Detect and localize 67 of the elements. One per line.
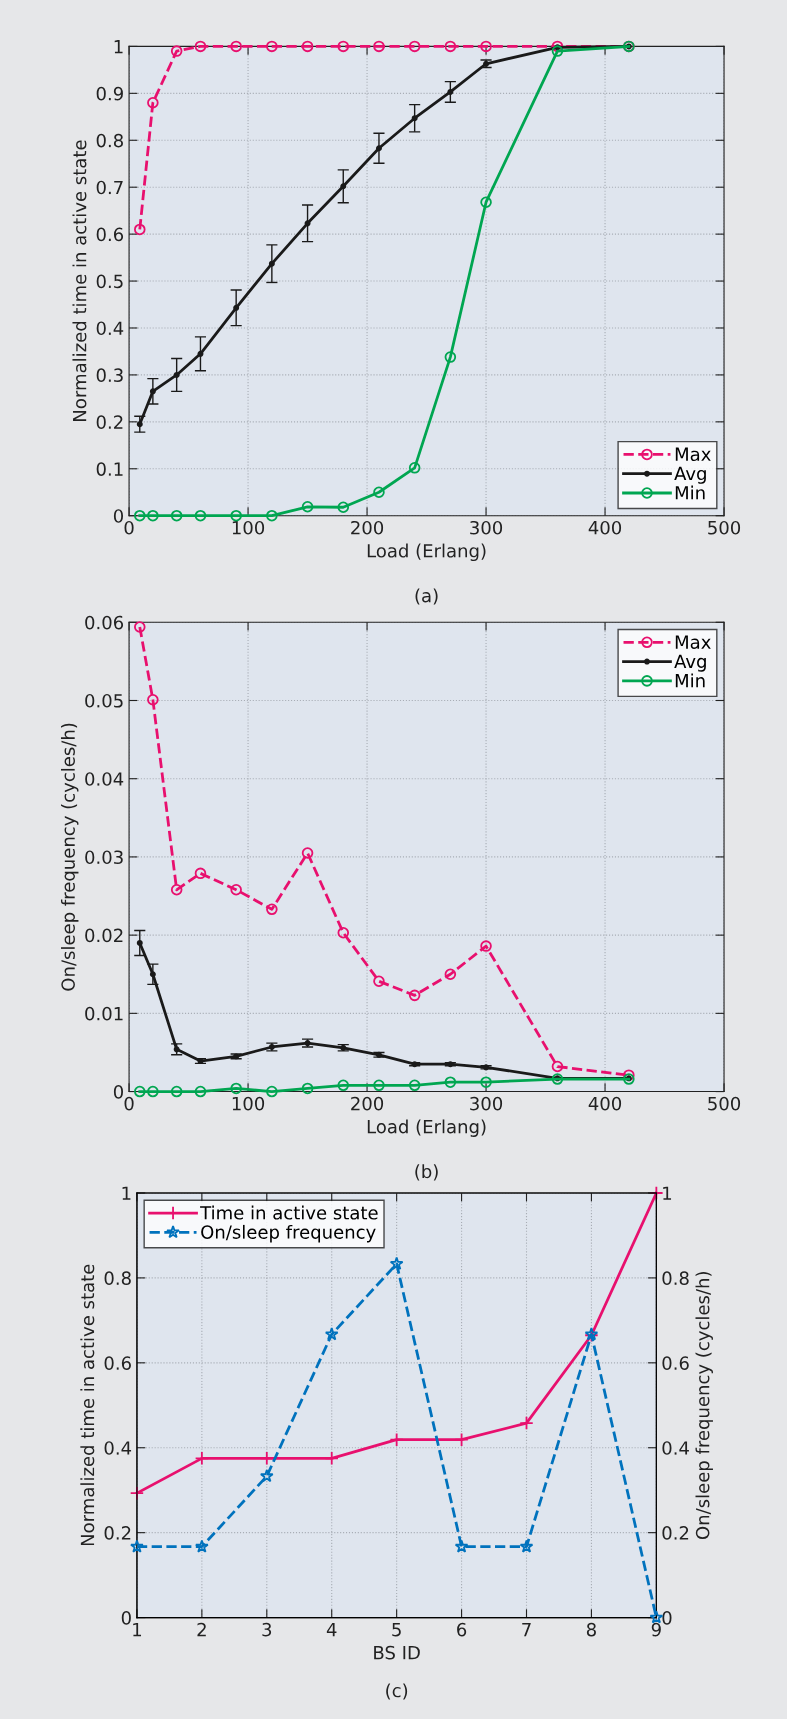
y-tick-label: 0.03 <box>85 850 123 865</box>
y-tick-label: 0.4 <box>96 321 124 336</box>
legend-label: Time in active state <box>200 1205 378 1220</box>
x-axis-title: Load (Erlang) <box>367 1119 486 1137</box>
y-tick-label: 0 <box>113 1085 124 1099</box>
y2-axis-title: On/sleep frequency (cycles/h) <box>695 1272 713 1540</box>
y-tick-label: 0.4 <box>104 1441 132 1455</box>
y2-tick-label: 0 <box>662 1611 672 1625</box>
y2-tick-label: 0.8 <box>662 1271 689 1286</box>
y-tick-label: 0.01 <box>85 1006 123 1021</box>
legend-label: Avg <box>674 466 706 484</box>
y-tick-label: 0 <box>121 1611 131 1625</box>
y-tick-label: 1 <box>114 40 123 54</box>
y-tick-label: 0.9 <box>96 86 123 101</box>
y-axis-title: Normalized time in active state <box>72 140 87 421</box>
y-tick-label: 0.6 <box>96 227 124 242</box>
y-tick-label: 0.3 <box>96 368 123 383</box>
x-axis-title: Load (Erlang) <box>367 543 486 562</box>
y-tick-label: 0.1 <box>96 462 123 476</box>
x-tick-label: 400 <box>588 520 622 535</box>
x-tick-label: 5 <box>392 1623 401 1637</box>
y-tick-label: 0.04 <box>85 772 124 786</box>
text: (b) <box>415 1164 438 1181</box>
legend-label: Avg <box>674 654 706 672</box>
text: (a) <box>415 588 438 605</box>
legend-label: Max <box>675 447 711 461</box>
x-tick-label: 4 <box>326 1623 337 1637</box>
y-tick-label: 0.8 <box>104 1271 131 1286</box>
legend-label: On/sleep frequency <box>201 1224 376 1243</box>
x-tick-label: 1 <box>133 1623 142 1637</box>
x-tick-label: 100 <box>232 520 265 535</box>
y-tick-label: 0.7 <box>96 180 123 195</box>
x-tick-label: 500 <box>708 520 741 535</box>
x-tick-label: 400 <box>588 1096 622 1111</box>
x-tick-label: 6 <box>457 1622 467 1637</box>
x-tick-label: 2 <box>197 1622 206 1637</box>
x-tick-label: 300 <box>470 1096 503 1111</box>
x-axis-title: BS ID <box>374 1645 420 1660</box>
y-tick-label: 0 <box>113 509 124 523</box>
x-tick-label: 500 <box>708 1096 741 1111</box>
y-tick-label: 0.05 <box>85 693 123 708</box>
x-tick-label: 7 <box>522 1623 531 1637</box>
legend-label: Max <box>675 635 711 649</box>
y2-tick-label: 1 <box>663 1186 672 1200</box>
x-tick-label: 3 <box>262 1622 272 1637</box>
y-tick-label: 0.8 <box>96 133 123 148</box>
y2-tick-label: 0.6 <box>662 1356 689 1370</box>
y-axis-title: On/sleep frequency (cycles/h) <box>60 723 79 991</box>
y-tick-label: 0.2 <box>96 415 123 429</box>
x-tick-label: 100 <box>232 1096 265 1111</box>
y-tick-label: 0.06 <box>85 615 124 630</box>
x-tick-label: 200 <box>351 1096 384 1111</box>
legend-label: Min <box>675 673 705 688</box>
x-tick-label: 300 <box>470 520 503 535</box>
text: (c) <box>386 1683 408 1700</box>
legend-label: Min <box>675 485 705 500</box>
x-tick-label: 9 <box>651 1622 661 1637</box>
y-tick-label: 0.5 <box>96 274 123 289</box>
y-tick-label: 0.2 <box>104 1526 131 1540</box>
y-tick-label: 0.6 <box>104 1356 131 1370</box>
y-tick-label: 1 <box>122 1186 131 1200</box>
y2-tick-label: 0.4 <box>662 1441 689 1455</box>
x-tick-label: 8 <box>586 1622 596 1637</box>
x-tick-label: 200 <box>351 520 384 535</box>
y2-tick-label: 0.2 <box>662 1526 689 1540</box>
y-tick-label: 0.02 <box>85 928 123 943</box>
y-axis-title: Normalized time in active state <box>80 1264 95 1546</box>
